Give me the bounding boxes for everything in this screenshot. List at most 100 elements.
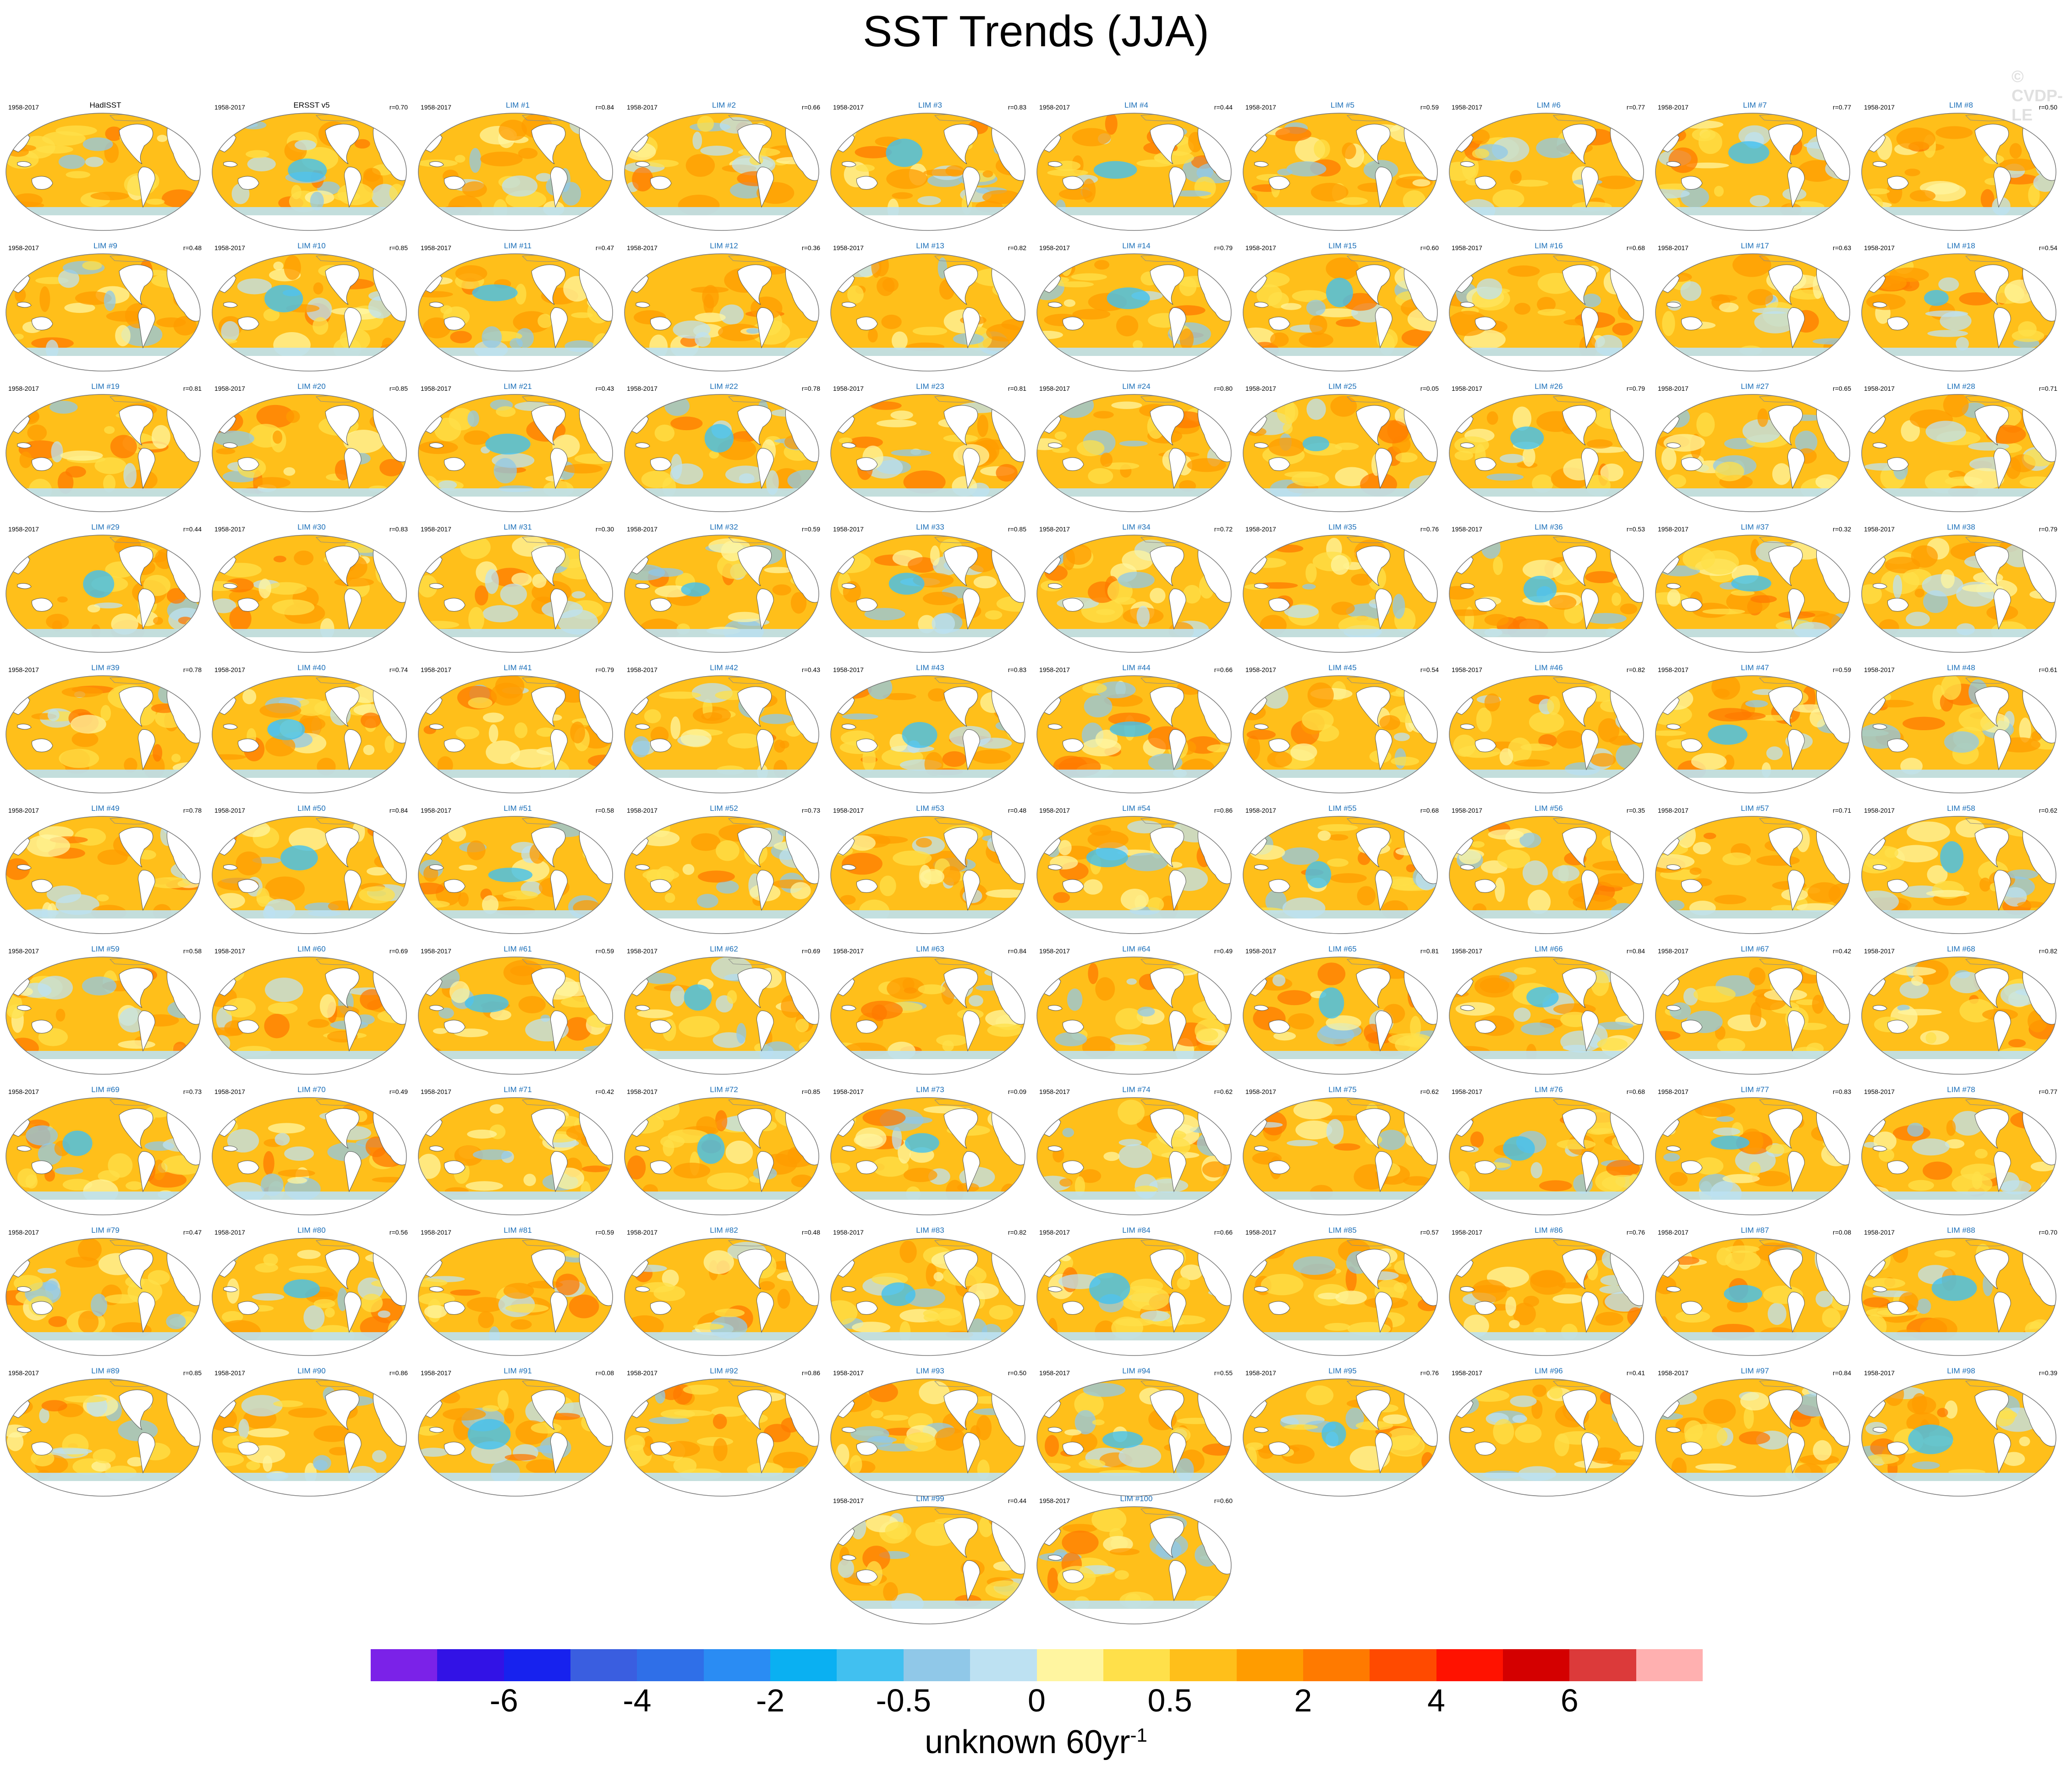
trend-anomaly [25,1174,38,1189]
trend-anomaly [1299,332,1333,348]
land-mass [842,302,856,308]
trend-anomaly [719,304,744,325]
trend-anomaly [876,419,917,427]
trend-anomaly [1813,1440,1832,1461]
map-panel: 1958-2017 LIM #89 r=0.85 [5,1367,206,1504]
land-mass [943,264,978,305]
panel-header: 1958-2017 LIM #67 r=0.42 [1654,945,1856,955]
panel-header: 1958-2017 LIM #24 r=0.80 [1036,382,1237,392]
southern-ocean-band [1037,207,1231,216]
trend-anomaly [982,190,1021,204]
southern-ocean-band [212,629,406,638]
trend-anomaly [229,606,252,632]
trend-anomaly [278,1169,315,1177]
panel-period: 1958-2017 [1245,385,1276,392]
land-mass [238,457,259,471]
trend-anomaly [153,617,163,625]
southern-ocean-band [1243,1473,1437,1482]
panel-period: 1958-2017 [1245,244,1276,251]
panel-map [830,675,1025,793]
trend-anomaly [1055,1032,1087,1047]
trend-anomaly [1514,967,1536,975]
trend-anomaly [242,689,257,705]
panel-header: 1958-2017 LIM #79 r=0.47 [5,1226,206,1236]
trend-anomaly [310,191,324,211]
panel-name: LIM #7 [1743,101,1767,109]
panel-period: 1958-2017 [1452,244,1482,251]
trend-anomaly [1047,169,1088,176]
panel-period: 1958-2017 [421,385,451,392]
trend-anomaly [1907,821,1950,842]
trend-anomaly [883,1582,898,1602]
trend-anomaly [1680,281,1702,301]
panel-name: LIM #93 [916,1367,944,1375]
trend-anomaly [1667,589,1681,607]
trend-anomaly [679,1016,720,1038]
panel-map [830,535,1025,653]
panel-header: 1958-2017 LIM #7 r=0.77 [1654,101,1856,111]
trend-anomaly [696,894,718,908]
trend-anomaly [996,464,1018,482]
trend-anomaly [294,140,317,150]
map-panel: 1958-2017 LIM #56 r=0.35 [1448,804,1650,941]
map-border [1861,394,2056,512]
southern-ocean-band [625,1332,819,1341]
panel-name: LIM #97 [1741,1367,1769,1375]
trend-anomaly [1530,1270,1564,1288]
southern-ocean-band [418,910,613,919]
trend-anomaly [1897,1009,1942,1016]
map-border [830,535,1025,653]
trend-anomaly [103,475,116,492]
trend-anomaly [1247,192,1258,205]
map-panel: 1958-2017 LIM #28 r=0.71 [1860,382,2062,519]
trend-anomaly [66,171,91,179]
trend-anomaly [915,838,932,848]
trend-anomaly [1731,590,1755,596]
trend-anomaly [982,170,993,178]
trend-anomaly [256,888,270,907]
trend-anomaly [1246,729,1276,740]
trend-anomaly [1892,1241,1908,1263]
colorbar-tick-label: -4 [623,1683,652,1718]
trend-anomaly [899,1241,917,1263]
land-mass [223,583,238,589]
trend-anomaly [1293,1256,1336,1275]
panel-name: LIM #3 [918,101,942,109]
map-panel: 1958-2017 LIM #53 r=0.48 [829,804,1031,941]
trend-anomaly [57,471,74,494]
trend-anomaly [934,1427,966,1451]
panel-header: 1958-2017 LIM #63 r=0.84 [829,945,1031,955]
trend-anomaly [1693,842,1711,855]
trend-anomaly [1405,685,1431,693]
panel-correlation: r=0.84 [595,104,614,111]
trend-anomaly [1714,689,1730,698]
map-border [212,113,407,231]
map-panel: 1958-2017 LIM #1 r=0.84 [417,101,619,238]
panel-map [1861,253,2056,372]
southern-ocean-band [1037,1051,1231,1060]
trend-anomaly [1732,254,1771,277]
land-mass [1269,457,1290,471]
land-mass [1994,167,2011,208]
panel-name: LIM #21 [504,382,532,391]
trend-anomaly [891,331,908,350]
panel-header: 1958-2017 LIM #71 r=0.42 [417,1085,619,1095]
land-mass [1873,443,1887,448]
trend-anomaly [424,1305,447,1318]
trend-anomaly [85,157,104,167]
panel-correlation: r=0.77 [1626,104,1645,111]
southern-ocean-band [1655,1473,1850,1482]
trend-anomaly [912,327,948,336]
trend-anomaly [450,331,472,344]
panel-header: 1958-2017 LIM #55 r=0.68 [1242,804,1443,814]
trend-anomaly [1084,695,1113,718]
trend-anomaly [247,1428,289,1438]
panel-name: LIM #55 [1328,804,1357,813]
trend-anomaly [361,1294,383,1312]
trend-anomaly [1940,311,1972,331]
panel-map [624,1097,819,1215]
trend-anomaly [1912,1461,1940,1470]
land-mass [1562,124,1597,164]
panel-correlation: r=0.77 [1832,104,1851,111]
